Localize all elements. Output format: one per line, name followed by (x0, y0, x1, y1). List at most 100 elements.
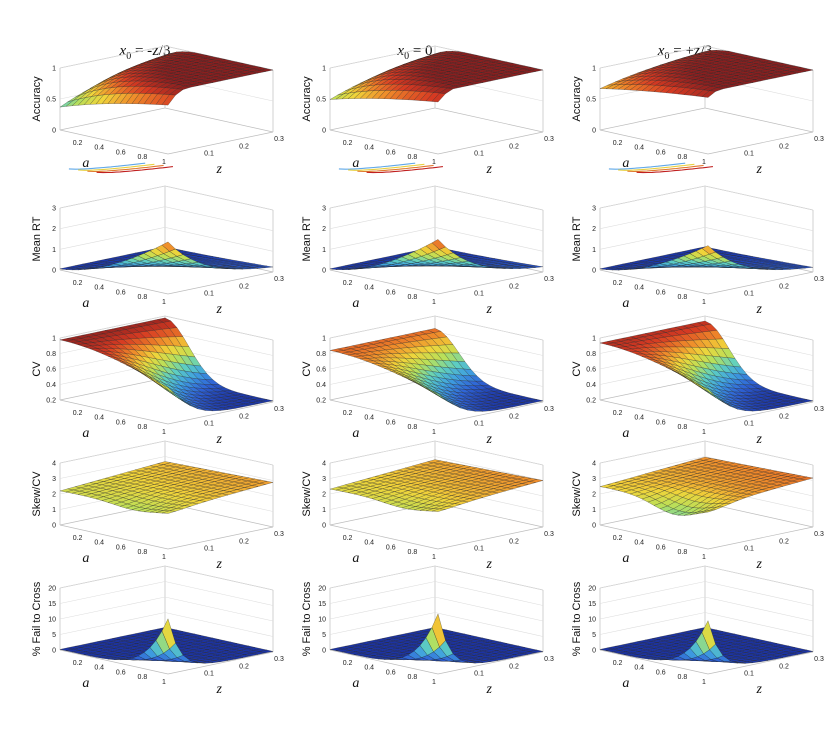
row-ylabel: % Fail to Cross (571, 581, 583, 656)
a-axis-label: a (622, 156, 629, 171)
z-param-tick-label: 0.3 (544, 276, 554, 283)
surface (330, 328, 543, 411)
a-tick-label: 0.8 (138, 549, 148, 556)
z-tick-label: 1 (592, 336, 596, 343)
z-axis-label: z (216, 302, 223, 317)
z-tick-label: 1 (592, 507, 596, 514)
a-tick-label: 0.8 (138, 154, 148, 161)
z-tick-label: 1 (592, 66, 596, 73)
z-axis-label: z (756, 302, 763, 317)
z-tick-label: 0.5 (316, 97, 326, 104)
a-tick-label: 0.6 (116, 149, 126, 156)
surface (600, 50, 813, 97)
a-axis-label: a (82, 426, 89, 441)
z-param-tick-label: 0.2 (509, 143, 519, 150)
wall-gridline (600, 597, 813, 621)
a-axis-label: a (352, 156, 359, 171)
a-tick-label: 1 (702, 679, 706, 686)
a-tick-label: 1 (432, 679, 436, 686)
a-tick-label: 1 (702, 299, 706, 306)
a-tick-label: 0.2 (73, 280, 83, 287)
z-tick-label: 1 (322, 336, 326, 343)
z-axis-label: z (486, 432, 493, 447)
wall-gridline (60, 566, 273, 590)
z-tick-label: 4 (52, 461, 56, 468)
a-tick-label: 0.4 (634, 415, 644, 422)
z-param-tick-label: 0.2 (239, 283, 249, 290)
z-tick-label: 0 (322, 523, 326, 530)
floor-edge (165, 108, 273, 132)
z-param-tick-label: 0.3 (544, 406, 554, 413)
z-tick-label: 0 (52, 128, 56, 135)
z-tick-label: 0.6 (46, 367, 56, 374)
z-tick-label: 0 (592, 523, 596, 530)
z-tick-label: 2 (592, 226, 596, 233)
z-param-tick-label: 0.3 (814, 276, 824, 283)
a-tick-label: 0.2 (343, 280, 353, 287)
z-tick-label: 0.4 (46, 382, 56, 389)
a-tick-label: 0.2 (613, 280, 623, 287)
z-param-tick-label: 0.1 (204, 421, 214, 428)
surface (600, 457, 813, 515)
z-tick-label: 1 (52, 66, 56, 73)
wall-gridline (600, 582, 813, 606)
a-tick-label: 0.4 (94, 285, 104, 292)
z-param-tick-label: 0.2 (779, 663, 789, 670)
a-tick-label: 0.6 (656, 419, 666, 426)
z-tick-label: 1 (52, 336, 56, 343)
floor-edge (60, 108, 165, 130)
z-tick-label: 15 (318, 601, 326, 608)
floor-edge (168, 527, 273, 549)
a-tick-label: 0.6 (116, 669, 126, 676)
z-tick-label: 0 (322, 128, 326, 135)
row-ylabel: Mean RT (571, 216, 583, 261)
a-tick-label: 1 (432, 299, 436, 306)
a-axis-label: a (352, 551, 359, 566)
z-tick-label: 2 (592, 492, 596, 499)
z-param-tick-label: 0.1 (474, 421, 484, 428)
floor-edge (708, 132, 813, 154)
wall-gridline (600, 207, 813, 231)
z-tick-label: 0 (322, 268, 326, 275)
a-tick-label: 0.6 (116, 544, 126, 551)
floor-edge (330, 108, 435, 130)
z-tick-label: 0.8 (316, 351, 326, 358)
z-tick-label: 15 (48, 601, 56, 608)
a-tick-label: 0.6 (116, 289, 126, 296)
a-tick-label: 0.4 (94, 665, 104, 672)
a-tick-label: 0.2 (73, 660, 83, 667)
floor-edge (438, 272, 543, 294)
z-param-tick-label: 0.3 (814, 406, 824, 413)
surface (600, 321, 813, 411)
z-tick-label: 2 (322, 226, 326, 233)
wall-gridline (330, 566, 543, 590)
z-tick-label: 0 (322, 648, 326, 655)
a-tick-label: 0.2 (613, 535, 623, 542)
a-tick-label: 0.2 (613, 660, 623, 667)
z-tick-label: 0 (52, 648, 56, 655)
row-ylabel: % Fail to Cross (31, 581, 43, 656)
a-tick-label: 0.8 (138, 294, 148, 301)
z-tick-label: 1 (322, 247, 326, 254)
a-tick-label: 1 (702, 159, 706, 166)
z-axis-label: z (216, 557, 223, 572)
z-param-tick-label: 0.1 (474, 671, 484, 678)
wall-gridline (600, 186, 813, 210)
z-param-tick-label: 0.3 (814, 136, 824, 143)
z-param-tick-label: 0.3 (814, 656, 824, 663)
floor-edge (168, 132, 273, 154)
row-ylabel: Skew/CV (31, 471, 43, 517)
z-tick-label: 0.2 (586, 398, 596, 405)
z-tick-label: 20 (318, 586, 326, 593)
a-tick-label: 0.2 (73, 535, 83, 542)
z-param-tick-label: 0.3 (814, 531, 824, 538)
a-tick-label: 0.8 (408, 424, 418, 431)
a-tick-label: 0.2 (73, 140, 83, 147)
surface (60, 462, 273, 514)
z-param-tick-label: 0.2 (779, 538, 789, 545)
